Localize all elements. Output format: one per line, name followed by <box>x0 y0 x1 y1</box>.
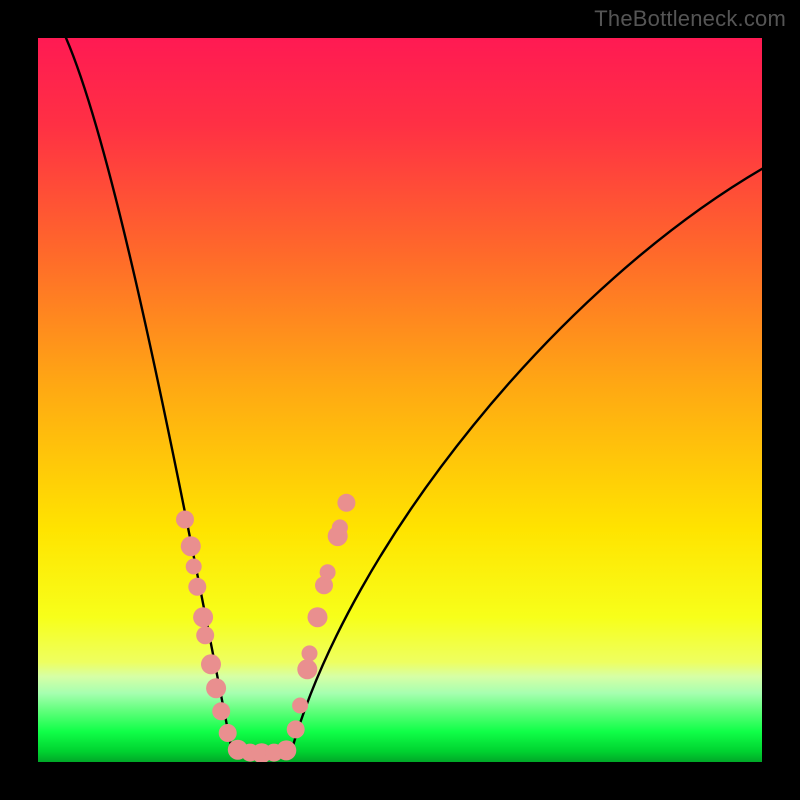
data-point <box>188 578 206 596</box>
data-point <box>219 724 237 742</box>
plot-area <box>38 38 762 762</box>
data-point <box>196 626 214 644</box>
data-point <box>181 536 201 556</box>
data-point <box>201 654 221 674</box>
gradient-background <box>38 38 762 762</box>
data-point <box>292 698 308 714</box>
data-point <box>332 519 348 535</box>
plot-svg <box>38 38 762 762</box>
data-point <box>320 564 336 580</box>
data-point <box>186 559 202 575</box>
data-point <box>302 645 318 661</box>
data-point <box>193 607 213 627</box>
data-point <box>276 740 296 760</box>
data-point <box>337 494 355 512</box>
data-point <box>206 678 226 698</box>
watermark-text: TheBottleneck.com <box>594 6 786 32</box>
data-point <box>176 511 194 529</box>
data-point <box>212 702 230 720</box>
data-point <box>287 720 305 738</box>
data-point <box>297 659 317 679</box>
chart-root: TheBottleneck.com <box>0 0 800 800</box>
data-point <box>308 607 328 627</box>
